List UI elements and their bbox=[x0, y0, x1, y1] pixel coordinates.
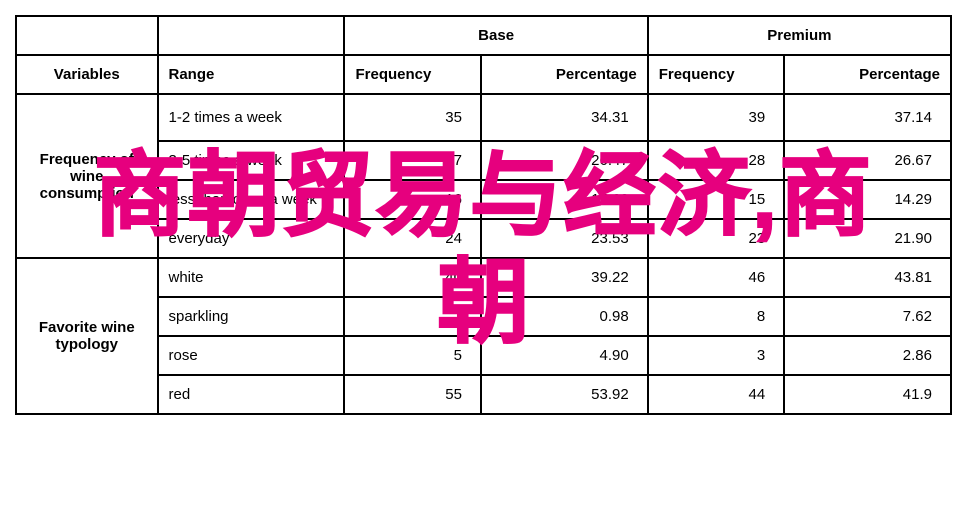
variable-cell: Frequency of wine consumption bbox=[16, 94, 158, 258]
prem-pct-cell: 37.14 bbox=[784, 94, 951, 141]
range-cell: everyday bbox=[158, 219, 345, 258]
header-premium-frequency: Frequency bbox=[648, 55, 784, 94]
base-freq-cell: 24 bbox=[344, 219, 480, 258]
header-variables: Variables bbox=[16, 55, 158, 94]
prem-pct-cell: 41.9 bbox=[784, 375, 951, 414]
prem-pct-cell: 43.81 bbox=[784, 258, 951, 297]
prem-pct-cell: 21.90 bbox=[784, 219, 951, 258]
prem-pct-cell: 7.62 bbox=[784, 297, 951, 336]
base-freq-cell: 5 bbox=[344, 336, 480, 375]
range-cell: 3-5 times a week bbox=[158, 141, 345, 180]
header-premium: Premium bbox=[648, 16, 951, 55]
prem-freq-cell: 28 bbox=[648, 141, 784, 180]
header-sub-row: Variables Range Frequency Percentage Fre… bbox=[16, 55, 951, 94]
base-pct-cell: 0.98 bbox=[481, 297, 648, 336]
prem-pct-cell: 2.86 bbox=[784, 336, 951, 375]
table-row: Favorite wine typology white 40 39.22 46… bbox=[16, 258, 951, 297]
header-base-frequency: Frequency bbox=[344, 55, 480, 94]
header-blank bbox=[158, 16, 345, 55]
range-cell: less than once a week bbox=[158, 180, 345, 219]
base-freq-cell: 35 bbox=[344, 94, 480, 141]
base-freq-cell: 27 bbox=[344, 141, 480, 180]
header-group-row: Base Premium bbox=[16, 16, 951, 55]
header-premium-percentage: Percentage bbox=[784, 55, 951, 94]
base-pct-cell: 26.47 bbox=[481, 141, 648, 180]
base-pct-cell: 4.90 bbox=[481, 336, 648, 375]
table-row: Frequency of wine consumption 1-2 times … bbox=[16, 94, 951, 141]
range-cell: 1-2 times a week bbox=[158, 94, 345, 141]
range-cell: sparkling bbox=[158, 297, 345, 336]
base-pct-cell: 34.31 bbox=[481, 94, 648, 141]
base-pct-cell: 23.53 bbox=[481, 219, 648, 258]
variable-cell: Favorite wine typology bbox=[16, 258, 158, 414]
base-pct-cell: 15.69 bbox=[481, 180, 648, 219]
prem-pct-cell: 26.67 bbox=[784, 141, 951, 180]
prem-freq-cell: 44 bbox=[648, 375, 784, 414]
prem-freq-cell: 46 bbox=[648, 258, 784, 297]
prem-pct-cell: 14.29 bbox=[784, 180, 951, 219]
prem-freq-cell: 3 bbox=[648, 336, 784, 375]
header-base: Base bbox=[344, 16, 647, 55]
range-cell: white bbox=[158, 258, 345, 297]
base-freq-cell: 1 bbox=[344, 297, 480, 336]
base-pct-cell: 53.92 bbox=[481, 375, 648, 414]
header-blank bbox=[16, 16, 158, 55]
prem-freq-cell: 23 bbox=[648, 219, 784, 258]
base-freq-cell: 16 bbox=[344, 180, 480, 219]
base-freq-cell: 40 bbox=[344, 258, 480, 297]
range-cell: red bbox=[158, 375, 345, 414]
prem-freq-cell: 39 bbox=[648, 94, 784, 141]
table-body: Frequency of wine consumption 1-2 times … bbox=[16, 94, 951, 414]
prem-freq-cell: 15 bbox=[648, 180, 784, 219]
header-range: Range bbox=[158, 55, 345, 94]
base-pct-cell: 39.22 bbox=[481, 258, 648, 297]
range-cell: rose bbox=[158, 336, 345, 375]
base-freq-cell: 55 bbox=[344, 375, 480, 414]
data-table: Base Premium Variables Range Frequency P… bbox=[15, 15, 952, 415]
header-base-percentage: Percentage bbox=[481, 55, 648, 94]
prem-freq-cell: 8 bbox=[648, 297, 784, 336]
